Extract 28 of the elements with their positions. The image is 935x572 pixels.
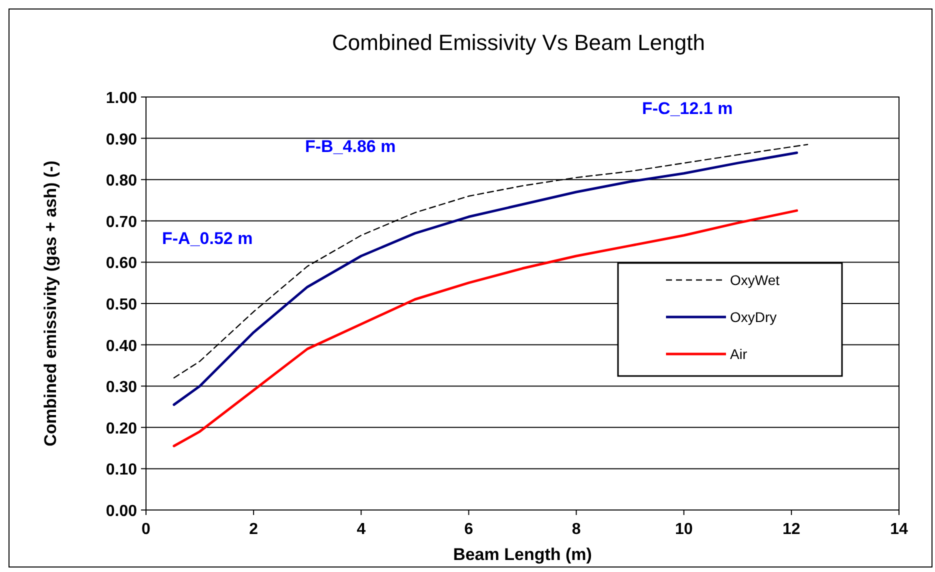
y-tick-label: 0.90 [106,131,138,148]
y-tick-label: 0.20 [106,420,138,438]
y-axis-title: Combined emissivity (gas + ash) (-) [41,160,60,446]
y-tick-label: 0.00 [106,503,138,520]
y-tick-label: 0.10 [106,462,138,479]
y-tick-label: 0.60 [106,255,138,272]
annotation: F-A_0.52 m [162,229,253,248]
x-tick-label: 8 [572,521,581,538]
x-tick-label: 6 [464,521,474,538]
y-tick-label: 1.00 [106,90,138,107]
legend-label: OxyWet [730,272,780,288]
x-tick-label: 12 [782,521,800,538]
legend-label: Air [730,346,748,362]
x-tick-label: 0 [142,521,151,538]
x-tick-label: 4 [356,521,366,538]
y-tick-label: 0.80 [106,172,138,190]
y-tick-label: 0.30 [106,379,138,396]
x-tick-label: 2 [249,521,258,538]
legend-label: OxyDry [730,309,777,325]
x-tick-label: 14 [890,521,908,538]
annotation: F-C_12.1 m [642,99,733,118]
y-tick-label: 0.40 [106,338,138,355]
x-tick-label: 10 [674,521,693,538]
annotation: F-B_4.86 m [305,137,396,156]
x-axis-title: Beam Length (m) [453,545,592,564]
y-tick-label: 0.70 [106,214,138,231]
chart-title: Combined Emissivity Vs Beam Length [332,30,705,55]
y-tick-label: 0.50 [106,296,138,314]
